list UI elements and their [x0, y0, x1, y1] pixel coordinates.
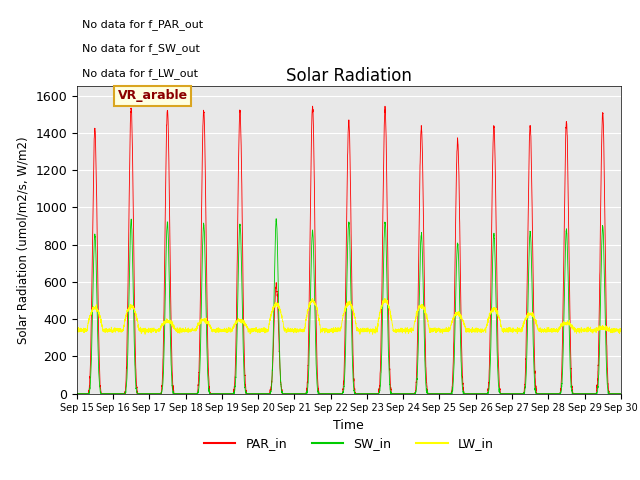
SW_in [471, 391, 479, 396]
LW_in [502, 327, 509, 333]
SW_in [273, 216, 280, 222]
LW_in [171, 325, 179, 331]
LW_in [141, 331, 149, 337]
LW_in [616, 329, 624, 335]
Text: No data for f_SW_out: No data for f_SW_out [82, 43, 200, 54]
LW_in [308, 296, 316, 301]
PAR_in [308, 103, 316, 109]
Legend: PAR_in, SW_in, LW_in: PAR_in, SW_in, LW_in [199, 432, 499, 455]
Text: VR_arable: VR_arable [118, 89, 188, 102]
LW_in [441, 328, 449, 334]
Line: PAR_in: PAR_in [77, 106, 621, 394]
SW_in [329, 391, 337, 396]
PAR_in [471, 391, 479, 396]
LW_in [73, 328, 81, 334]
LW_in [471, 328, 479, 334]
Line: LW_in: LW_in [77, 299, 621, 334]
PAR_in [616, 391, 624, 396]
PAR_in [502, 391, 509, 396]
Line: SW_in: SW_in [77, 219, 621, 394]
SW_in [441, 391, 449, 396]
LW_in [617, 326, 625, 332]
SW_in [617, 391, 625, 396]
X-axis label: Time: Time [333, 419, 364, 432]
SW_in [502, 391, 509, 396]
Y-axis label: Solar Radiation (umol/m2/s, W/m2): Solar Radiation (umol/m2/s, W/m2) [17, 136, 29, 344]
PAR_in [617, 391, 625, 396]
SW_in [73, 391, 81, 396]
SW_in [171, 391, 179, 396]
Text: No data for f_LW_out: No data for f_LW_out [82, 68, 198, 79]
LW_in [329, 326, 337, 332]
Text: No data for f_PAR_out: No data for f_PAR_out [82, 19, 204, 30]
PAR_in [441, 391, 449, 396]
PAR_in [329, 391, 337, 396]
PAR_in [73, 391, 81, 396]
Title: Solar Radiation: Solar Radiation [286, 67, 412, 85]
PAR_in [171, 391, 179, 396]
SW_in [616, 391, 624, 396]
